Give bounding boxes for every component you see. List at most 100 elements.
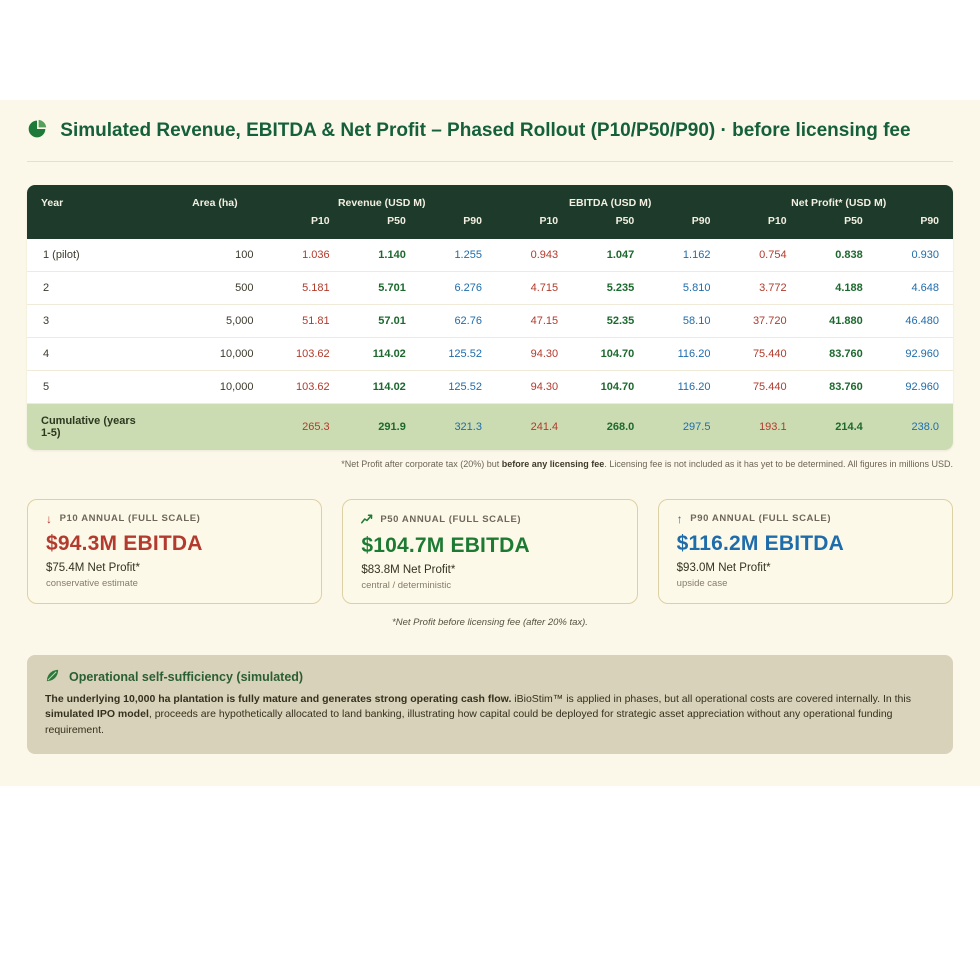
panel-text-2: , proceeds are hypothetically allocated … bbox=[45, 708, 893, 737]
results-table: Year Area (ha) Revenue (USD M) EBITDA (U… bbox=[27, 184, 953, 450]
netprofit-p10-cell: 37.720 bbox=[724, 304, 801, 338]
ebitda-p10-cell: 47.15 bbox=[495, 304, 573, 338]
panel-text: The underlying 10,000 ha plantation is f… bbox=[45, 692, 935, 739]
netprofit-p90-cell: 46.480 bbox=[876, 304, 953, 338]
footnote-post: . Licensing fee is not included as it ha… bbox=[604, 458, 953, 469]
netprofit-p90-cell: 0.930 bbox=[876, 238, 953, 272]
self-sufficiency-panel: Operational self-sufficiency (simulated)… bbox=[27, 654, 953, 754]
ebitda-p90-cell: 58.10 bbox=[648, 304, 725, 338]
card-p90-net-profit: $93.0M Net Profit* bbox=[676, 561, 771, 574]
panel-text-1: iBioStim™ is applied in phases, but all … bbox=[511, 692, 911, 705]
revenue-p10-cell: 5.181 bbox=[267, 271, 344, 305]
card-p50-label-row: P50 ANNUAL (FULL SCALE) bbox=[361, 513, 618, 527]
netprofit-p50-cell: 41.880 bbox=[800, 304, 877, 338]
results-table-wrap: Year Area (ha) Revenue (USD M) EBITDA (U… bbox=[27, 184, 953, 450]
netprofit-p10-cell: 0.754 bbox=[724, 238, 801, 272]
netprofit-p10-cell: 3.772 bbox=[724, 271, 801, 305]
area-cell: 10,000 bbox=[162, 337, 268, 371]
arrow-up-icon: ↑ bbox=[676, 511, 684, 526]
card-p90-note: upside case bbox=[676, 577, 728, 589]
card-p50: P50 ANNUAL (FULL SCALE) $104.7M EBITDA $… bbox=[342, 498, 638, 604]
ebitda-p50-cell: 52.35 bbox=[572, 304, 649, 338]
revenue-p50-cell: 5.701 bbox=[343, 271, 420, 305]
netprofit-p10-cell: 75.440 bbox=[724, 370, 801, 404]
revenue-p90-cell: 125.52 bbox=[419, 337, 496, 371]
table-row-year4: 4 10,000 103.62 114.02 125.52 94.30 104.… bbox=[27, 337, 953, 371]
area-cell: 500 bbox=[162, 271, 268, 305]
card-p90-label-row: ↑ P90 ANNUAL (FULL SCALE) bbox=[677, 513, 934, 525]
group-header-ebitda: EBITDA (USD M) bbox=[495, 184, 725, 212]
table-group-header-row: Year Area (ha) Revenue (USD M) EBITDA (U… bbox=[27, 184, 953, 239]
ebitda-p50-cell: 104.70 bbox=[572, 337, 649, 371]
summary-cards: ↓ P10 ANNUAL (FULL SCALE) $94.3M EBITDA … bbox=[27, 498, 953, 604]
sub-header-netprofit-p90: P90 bbox=[876, 211, 953, 239]
column-header-year: Year bbox=[27, 184, 163, 239]
panel-bold-2: simulated IPO model bbox=[45, 708, 149, 721]
sub-header-netprofit-p10: P10 bbox=[724, 211, 801, 239]
sub-header-revenue-p10: P10 bbox=[267, 211, 344, 239]
table-footnote: *Net Profit after corporate tax (20%) bu… bbox=[27, 459, 953, 469]
ebitda-p50-cell: 104.70 bbox=[572, 370, 649, 404]
panel-title: Operational self-sufficiency (simulated) bbox=[69, 669, 304, 684]
report-header: Simulated Revenue, EBITDA & Net Profit –… bbox=[27, 114, 953, 162]
arrow-down-icon: ↓ bbox=[46, 511, 53, 526]
netprofit-p90-cell: 92.960 bbox=[876, 337, 953, 371]
ebitda-p10-cell: 4.715 bbox=[495, 271, 573, 305]
netprofit-p50-cell: 83.760 bbox=[800, 337, 877, 371]
ebitda-p50-cell: 1.047 bbox=[572, 238, 649, 272]
area-cell: 5,000 bbox=[162, 304, 268, 338]
netprofit-p50-cell: 214.4 bbox=[800, 403, 877, 450]
year-cell: 2 bbox=[27, 271, 163, 305]
trend-chart-icon bbox=[361, 513, 373, 527]
card-p10-ebitda: $94.3M EBITDA bbox=[46, 531, 203, 555]
netprofit-p90-cell: 92.960 bbox=[876, 370, 953, 404]
ebitda-p90-cell: 297.5 bbox=[648, 403, 725, 450]
revenue-p10-cell: 51.81 bbox=[267, 304, 344, 338]
page-title-text: Simulated Revenue, EBITDA & Net Profit –… bbox=[60, 120, 911, 141]
revenue-p50-cell: 114.02 bbox=[343, 337, 420, 371]
cumulative-label-cell: Cumulative (years 1-5) bbox=[27, 403, 163, 450]
area-cell: 10,000 bbox=[162, 370, 268, 404]
report-body: Simulated Revenue, EBITDA & Net Profit –… bbox=[0, 100, 980, 786]
ebitda-p90-cell: 5.810 bbox=[648, 271, 725, 305]
revenue-p90-cell: 6.276 bbox=[419, 271, 496, 305]
ebitda-p10-cell: 94.30 bbox=[495, 337, 573, 371]
revenue-p10-cell: 103.62 bbox=[267, 370, 344, 404]
card-p90-ebitda: $116.2M EBITDA bbox=[676, 531, 845, 555]
revenue-p50-cell: 57.01 bbox=[343, 304, 420, 338]
ebitda-p90-cell: 116.20 bbox=[648, 337, 725, 371]
footnote-bold: before any licensing fee bbox=[501, 458, 605, 469]
card-p90-label: P90 ANNUAL (FULL SCALE) bbox=[690, 513, 832, 525]
revenue-p90-cell: 321.3 bbox=[419, 403, 496, 450]
card-p10-label: P10 ANNUAL (FULL SCALE) bbox=[59, 513, 201, 525]
netprofit-p90-cell: 4.648 bbox=[876, 271, 953, 305]
sub-header-ebitda-p10: P10 bbox=[495, 211, 573, 239]
revenue-p90-cell: 62.76 bbox=[419, 304, 496, 338]
ebitda-p90-cell: 116.20 bbox=[648, 370, 725, 404]
panel-heading: Operational self-sufficiency (simulated) bbox=[45, 668, 935, 686]
year-cell: 5 bbox=[27, 370, 163, 404]
revenue-p10-cell: 1.036 bbox=[267, 238, 344, 272]
ebitda-p10-cell: 94.30 bbox=[495, 370, 573, 404]
ebitda-p10-cell: 241.4 bbox=[495, 403, 573, 450]
card-p10-note: conservative estimate bbox=[46, 577, 138, 589]
page: Simulated Revenue, EBITDA & Net Profit –… bbox=[0, 100, 980, 963]
year-cell: 4 bbox=[27, 337, 163, 371]
table-row-cumulative: Cumulative (years 1-5) 265.3 291.9 321.3… bbox=[27, 403, 953, 450]
footnote-pre: *Net Profit after corporate tax (20%) bu… bbox=[341, 458, 502, 469]
area-cell: 100 bbox=[162, 238, 268, 272]
group-header-net-profit: Net Profit* (USD M) bbox=[724, 184, 953, 212]
revenue-p50-cell: 114.02 bbox=[343, 370, 420, 404]
sub-header-revenue-p90: P90 bbox=[419, 211, 496, 239]
card-p10-net-profit: $75.4M Net Profit* bbox=[46, 561, 140, 574]
netprofit-p90-cell: 238.0 bbox=[876, 403, 953, 450]
revenue-p50-cell: 1.140 bbox=[343, 238, 420, 272]
revenue-p10-cell: 103.62 bbox=[267, 337, 344, 371]
netprofit-p10-cell: 75.440 bbox=[724, 337, 801, 371]
netprofit-p50-cell: 83.760 bbox=[800, 370, 877, 404]
table-header: Year Area (ha) Revenue (USD M) EBITDA (U… bbox=[27, 184, 953, 239]
cards-footnote: *Net Profit before licensing fee (after … bbox=[392, 616, 588, 628]
sub-header-netprofit-p50: P50 bbox=[800, 211, 877, 239]
card-p90: ↑ P90 ANNUAL (FULL SCALE) $116.2M EBITDA… bbox=[657, 498, 953, 604]
sub-header-revenue-p50: P50 bbox=[343, 211, 420, 239]
